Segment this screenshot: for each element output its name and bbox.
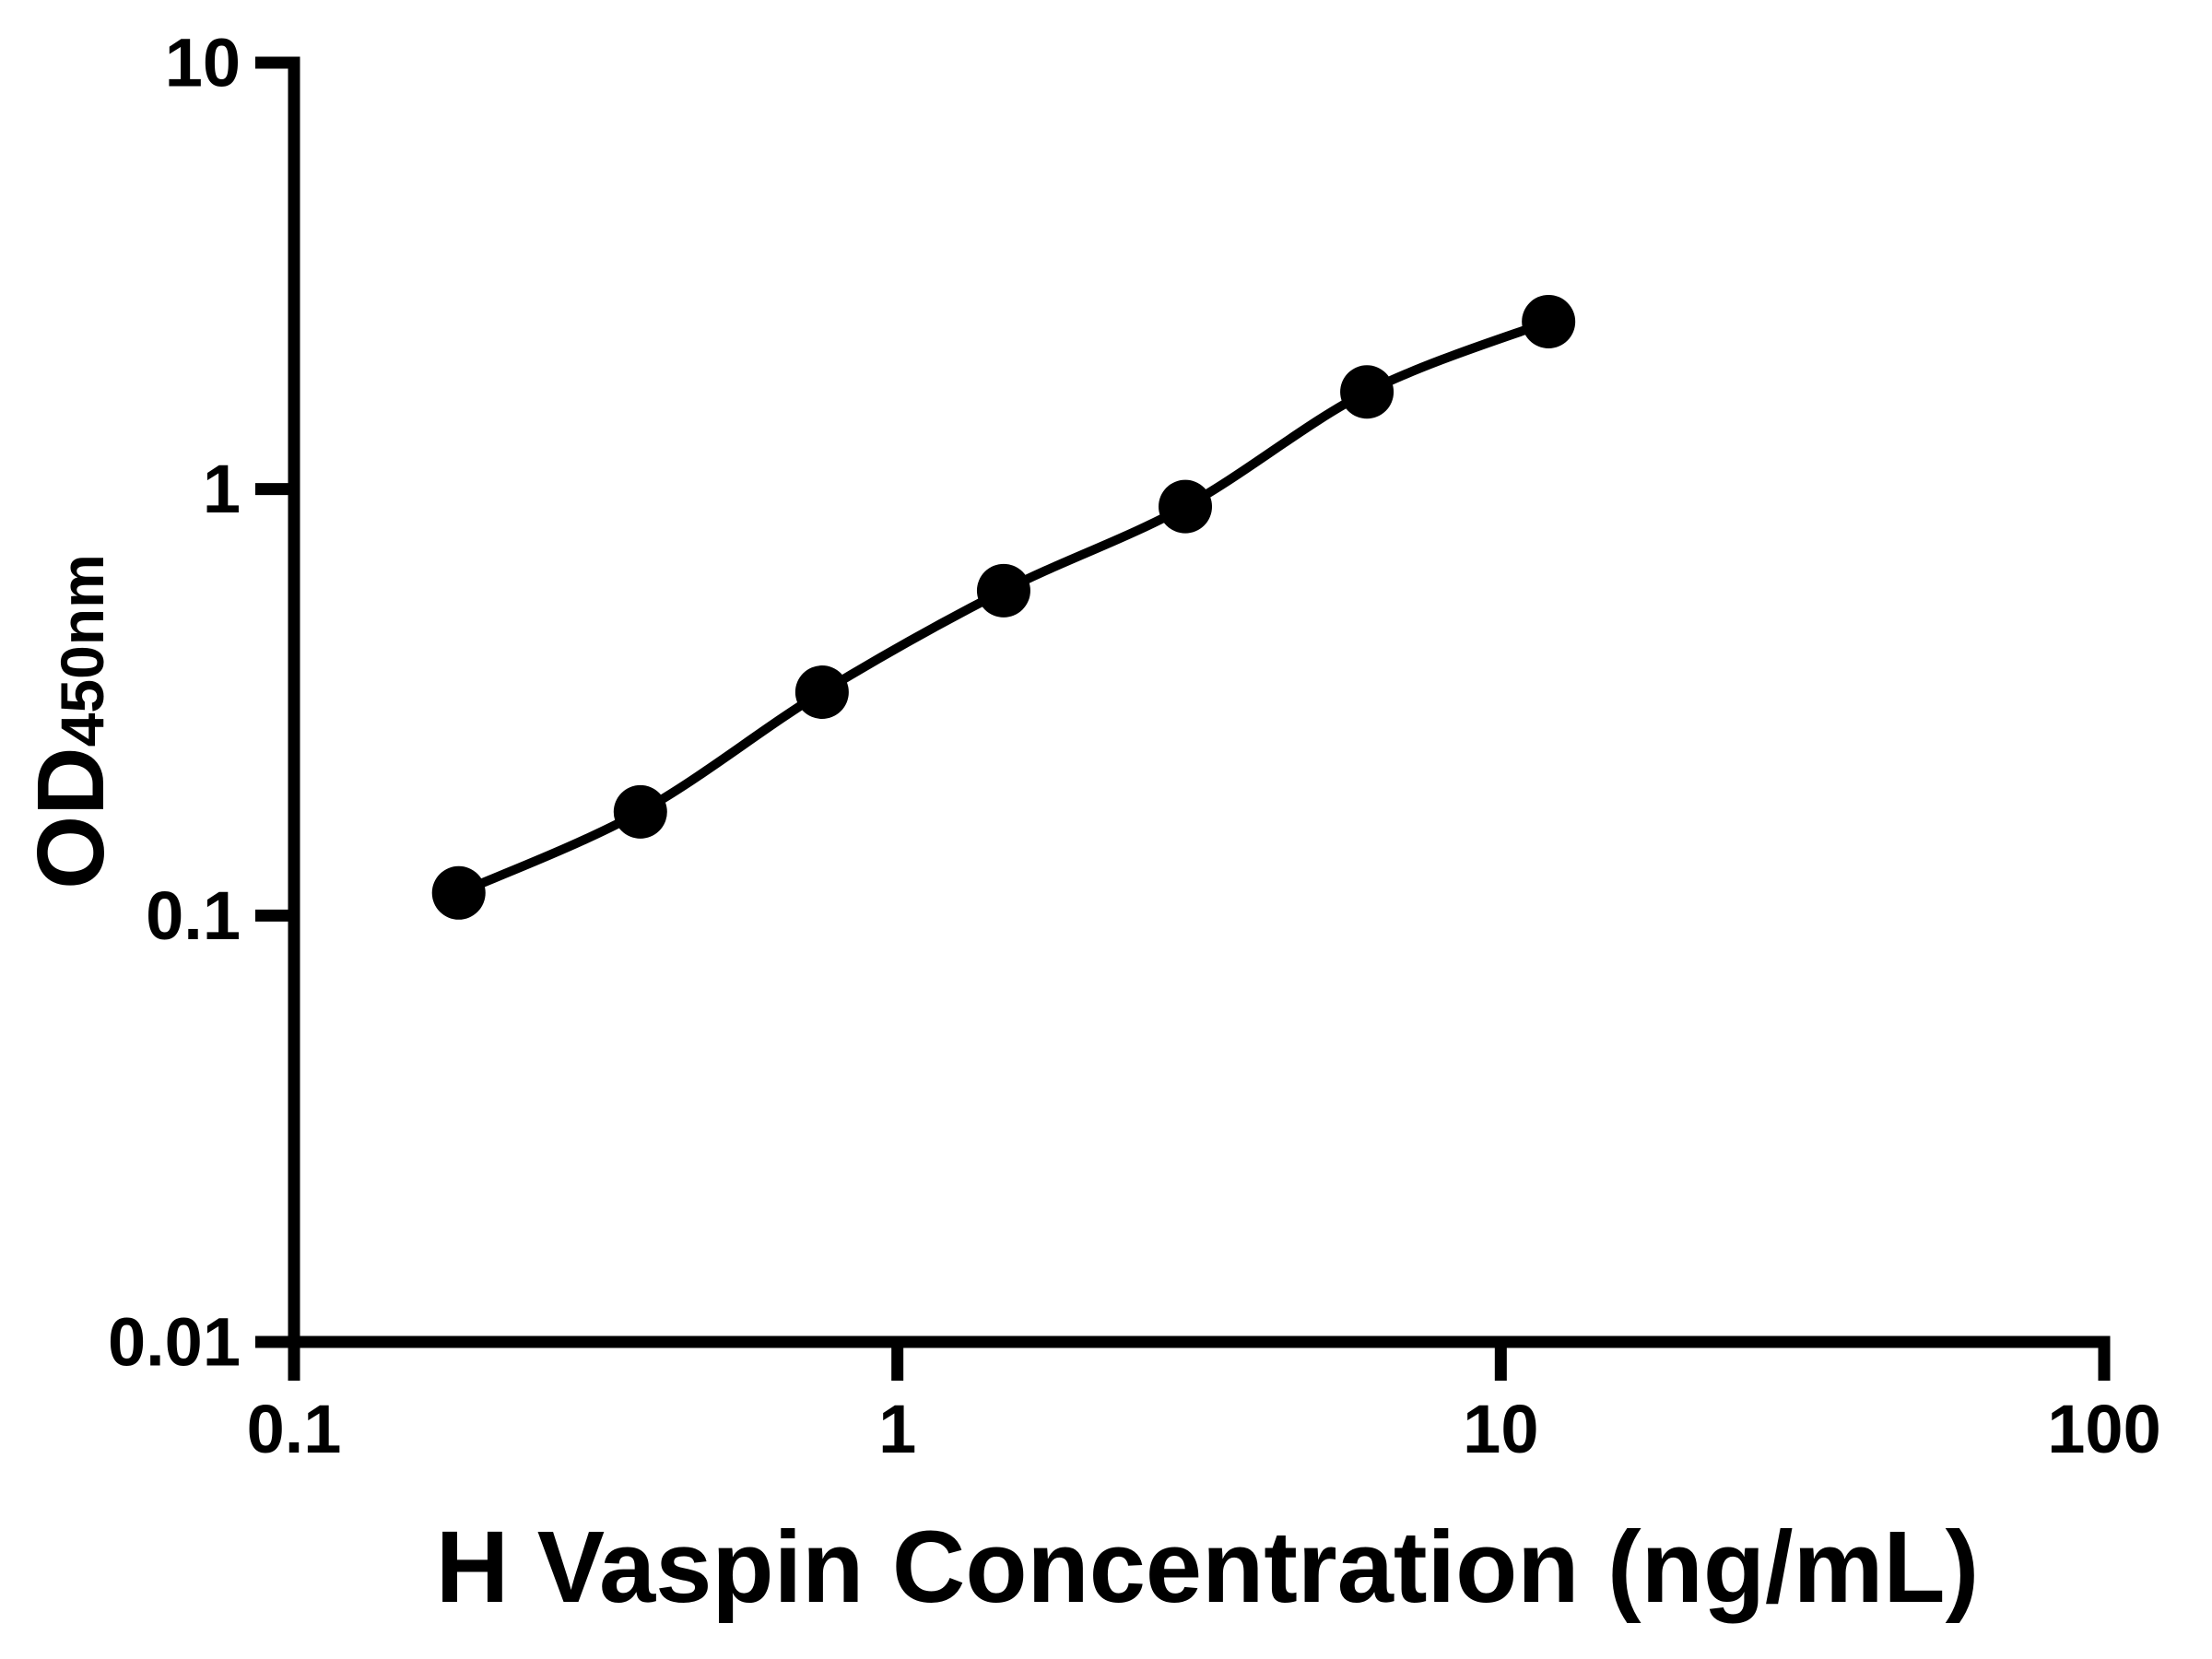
x-tick-label: 0.1 [247, 1391, 342, 1467]
y-tick-label: 0.01 [108, 1304, 241, 1381]
data-point-marker [1340, 365, 1394, 419]
y-tick-label: 10 [165, 25, 241, 101]
data-point-marker [1159, 479, 1213, 534]
data-point-marker [794, 665, 849, 720]
x-tick-label: 1 [878, 1391, 916, 1467]
y-tick-label: 1 [203, 451, 241, 527]
markers-group [431, 294, 1576, 920]
x-tick-label: 100 [2047, 1391, 2160, 1467]
x-tick-label: 10 [1463, 1391, 1538, 1467]
data-point-marker [431, 865, 486, 920]
data-point-marker [1522, 294, 1576, 348]
data-point-marker [613, 784, 667, 839]
y-axis-title-main: OD [18, 747, 124, 889]
x-axis-title: H Vaspin Concentration (ng/mL) [436, 1511, 1980, 1624]
axes-group [255, 56, 2111, 1381]
data-point-marker [976, 563, 1030, 618]
y-axis-title-subscript: 450nm [48, 554, 116, 747]
y-tick-label: 0.1 [146, 877, 241, 954]
y-axis-title: OD450nm [18, 554, 124, 889]
